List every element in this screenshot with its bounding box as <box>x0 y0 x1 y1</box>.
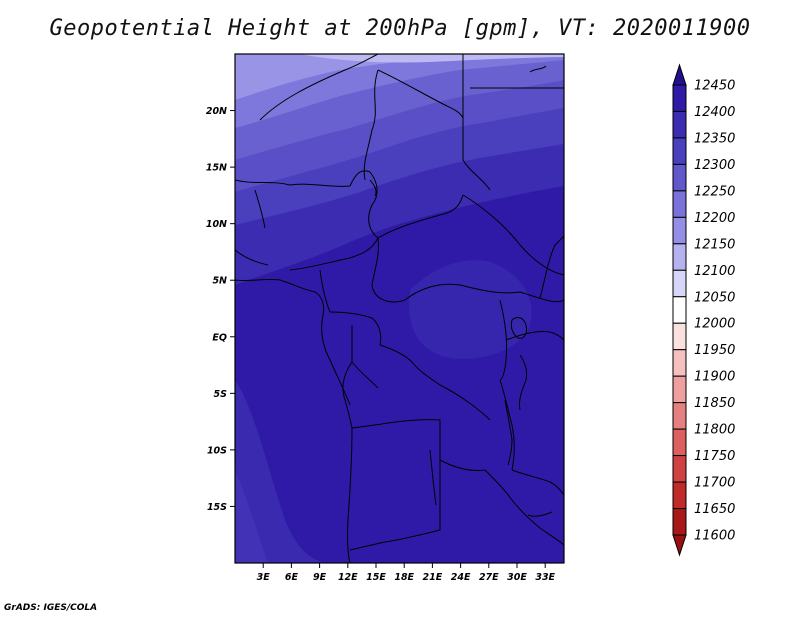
colorbar-segment <box>672 428 687 457</box>
lat-tick-label: 10N <box>206 219 227 230</box>
colorbar-label: 11900 <box>694 370 735 385</box>
colorbar-label: 11850 <box>694 396 735 411</box>
colorbar-segment <box>672 137 687 165</box>
lon-tick-label: 30E <box>507 572 527 583</box>
lon-tick-label: 33E <box>535 572 555 583</box>
colorbar-segment <box>672 481 687 510</box>
lat-tick-label: 15S <box>207 502 227 513</box>
lat-tick-label: 15N <box>206 163 227 174</box>
band-southwest-2 <box>235 470 268 563</box>
colorbar-label: 12050 <box>694 290 735 305</box>
lon-tick-label: 18E <box>394 572 414 583</box>
colorbar-segment <box>672 269 687 298</box>
contour-map <box>235 54 564 563</box>
colorbar-label: 11600 <box>694 529 735 544</box>
lat-tick-label: 10S <box>207 445 227 456</box>
colorbar-label: 12350 <box>694 131 735 146</box>
colorbar-label: 12300 <box>694 158 735 173</box>
colorbar-segment <box>672 190 687 218</box>
lat-tick-label: 20N <box>206 106 227 117</box>
colorbar: 12450 12400 12350 12300 12250 12200 12150 12100… <box>672 63 735 557</box>
lon-tick-label: 27E <box>479 572 499 583</box>
coastlines <box>235 65 547 466</box>
colorbar-label: 11950 <box>694 343 735 358</box>
colorbar-label: 12150 <box>694 237 735 252</box>
colorbar-segment <box>672 216 687 245</box>
lon-tick-label: 24E <box>451 572 471 583</box>
colorbar-segment <box>672 84 687 112</box>
colorbar-label: 12400 <box>694 105 735 120</box>
lon-tick-label: 3E <box>257 572 271 583</box>
colorbar-label: 12000 <box>694 317 735 332</box>
country-borders <box>235 54 564 563</box>
band-southwest <box>235 380 330 563</box>
colorbar-segment <box>672 322 687 351</box>
colorbar-segment <box>672 243 687 271</box>
lat-tick-label: 5N <box>212 276 227 287</box>
lat-tick-label: EQ <box>212 332 227 343</box>
plot-title: Geopotential Height at 200hPa [gpm], VT:… <box>49 16 751 41</box>
longitude-axis: 3E 6E 9E 12E 15E 18E 21E 24E 27E 30E 33E <box>257 563 556 583</box>
colorbar-label: 12200 <box>694 211 735 226</box>
colorbar-segment <box>672 110 687 139</box>
lon-tick-label: 6E <box>285 572 299 583</box>
colorbar-label: 11700 <box>694 476 735 491</box>
colorbar-bottom-arrow <box>672 534 687 557</box>
colorbar-label: 12250 <box>694 184 735 199</box>
colorbar-segment <box>672 296 687 324</box>
colorbar-segment <box>672 163 687 192</box>
colorbar-top-arrow <box>672 63 687 86</box>
colorbar-label: 11750 <box>694 449 735 464</box>
colorbar-segment <box>672 375 687 404</box>
colorbar-segment <box>672 455 687 483</box>
map-frame <box>234 53 565 564</box>
lat-tick-label: 5S <box>214 389 228 400</box>
grads-credit: GrADS: IGES/COLA <box>4 603 98 613</box>
lon-tick-label: 21E <box>423 572 443 583</box>
colorbar-label: 12450 <box>694 79 735 94</box>
colorbar-label: 11650 <box>694 502 735 517</box>
colorbar-segment <box>672 402 687 430</box>
colorbar-label: 11800 <box>694 423 735 438</box>
colorbar-segment <box>672 508 687 536</box>
latitude-axis: 20N 15N 10N 5N EQ 5S 10S 15S <box>206 106 235 513</box>
colorbar-label: 12100 <box>694 264 735 279</box>
colorbar-segment <box>672 349 687 377</box>
lon-tick-label: 15E <box>366 572 386 583</box>
band-12100 <box>235 54 564 100</box>
lon-tick-label: 9E <box>313 572 327 583</box>
lon-tick-label: 12E <box>338 572 358 583</box>
